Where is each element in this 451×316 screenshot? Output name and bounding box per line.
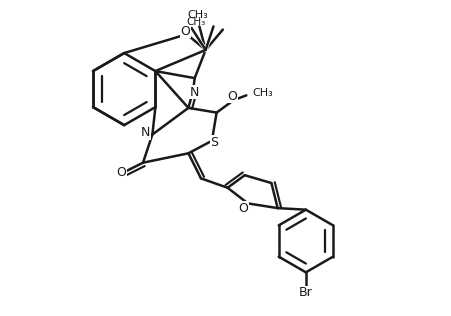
Text: O: O (180, 25, 190, 38)
Text: N: N (141, 126, 150, 139)
Text: CH₃: CH₃ (252, 88, 272, 98)
Text: Br: Br (298, 286, 312, 299)
Text: O: O (116, 166, 126, 179)
Text: O: O (227, 90, 237, 103)
Text: O: O (238, 202, 248, 215)
Text: CH₃: CH₃ (186, 17, 205, 27)
Text: N: N (189, 86, 199, 99)
Text: S: S (210, 136, 218, 149)
Text: CH₃: CH₃ (187, 9, 208, 20)
